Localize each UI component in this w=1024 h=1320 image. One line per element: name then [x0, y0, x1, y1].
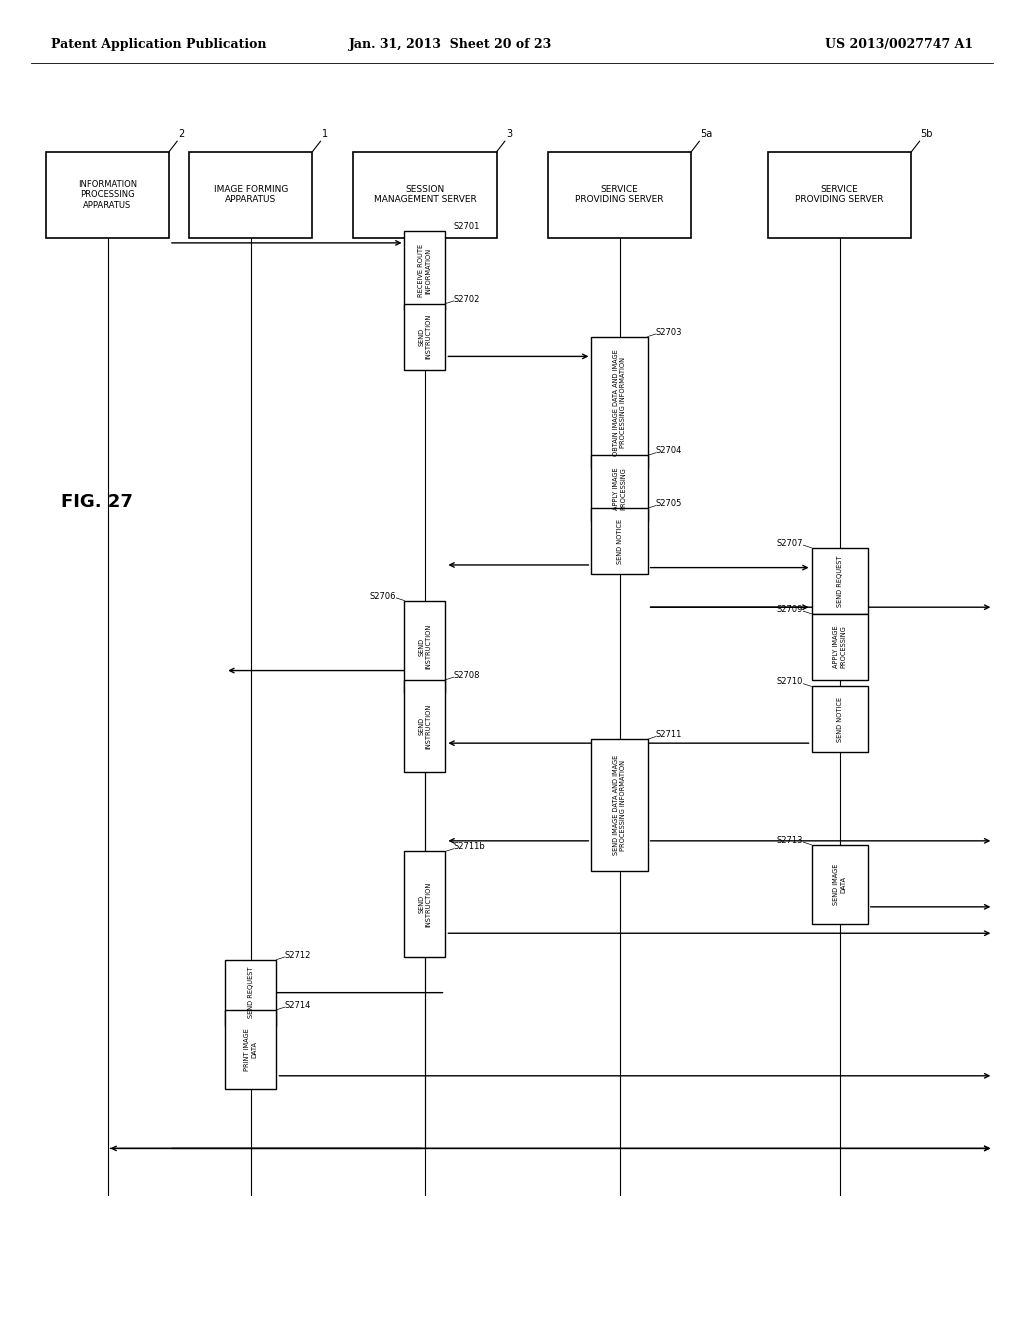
Text: US 2013/0027747 A1: US 2013/0027747 A1 — [824, 38, 973, 51]
Bar — [592, 455, 648, 521]
Bar — [811, 614, 868, 680]
Text: SEND NOTICE: SEND NOTICE — [837, 697, 843, 742]
Text: SEND
INSTRUCTION: SEND INSTRUCTION — [419, 704, 431, 748]
Bar — [189, 152, 312, 238]
Text: S2701: S2701 — [454, 222, 480, 231]
Text: IMAGE FORMING
APPARATUS: IMAGE FORMING APPARATUS — [214, 185, 288, 205]
Bar — [768, 152, 911, 238]
Bar — [404, 851, 445, 957]
Bar — [46, 152, 169, 238]
Text: S2707: S2707 — [777, 539, 803, 548]
Text: 5b: 5b — [921, 128, 933, 139]
Bar — [225, 1010, 276, 1089]
Text: INFORMATION
PROCESSING
APPARATUS: INFORMATION PROCESSING APPARATUS — [78, 180, 137, 210]
Text: 3: 3 — [506, 128, 512, 139]
Text: S2708: S2708 — [454, 671, 480, 680]
Text: RECEIVE ROUTE
INFORMATION: RECEIVE ROUTE INFORMATION — [419, 244, 431, 297]
Bar — [811, 845, 868, 924]
Text: FIG. 27: FIG. 27 — [61, 492, 133, 511]
Text: SEND
INSTRUCTION: SEND INSTRUCTION — [419, 882, 431, 927]
Text: S2705: S2705 — [655, 499, 682, 508]
Text: SEND IMAGE
DATA: SEND IMAGE DATA — [834, 863, 846, 906]
Text: S2713: S2713 — [777, 836, 803, 845]
Text: PRINT IMAGE
DATA: PRINT IMAGE DATA — [245, 1028, 257, 1071]
Text: SERVICE
PROVIDING SERVER: SERVICE PROVIDING SERVER — [575, 185, 664, 205]
Bar — [404, 231, 445, 310]
Text: SESSION
MANAGEMENT SERVER: SESSION MANAGEMENT SERVER — [374, 185, 476, 205]
Text: Patent Application Publication: Patent Application Publication — [51, 38, 266, 51]
Text: 2: 2 — [178, 128, 184, 139]
Bar — [404, 304, 445, 370]
Bar — [811, 686, 868, 752]
Text: S2714: S2714 — [285, 1001, 311, 1010]
Bar — [592, 508, 648, 574]
Text: S2703: S2703 — [655, 327, 682, 337]
Bar — [225, 960, 276, 1026]
Text: APPLY IMAGE
PROCESSING: APPLY IMAGE PROCESSING — [613, 467, 626, 510]
Bar — [404, 680, 445, 772]
Text: S2706: S2706 — [370, 591, 396, 601]
Text: SEND REQUEST: SEND REQUEST — [837, 554, 843, 607]
Text: SEND
INSTRUCTION: SEND INSTRUCTION — [419, 314, 431, 359]
Bar — [592, 739, 648, 871]
Text: 5a: 5a — [700, 128, 713, 139]
Text: S2710: S2710 — [777, 677, 803, 686]
Bar — [404, 601, 445, 693]
Text: S2711: S2711 — [655, 730, 682, 739]
Text: APPLY IMAGE
PROCESSING: APPLY IMAGE PROCESSING — [834, 626, 846, 668]
Bar — [811, 548, 868, 614]
Text: SEND REQUEST: SEND REQUEST — [248, 966, 254, 1019]
Text: SEND NOTICE: SEND NOTICE — [616, 519, 623, 564]
Text: 1: 1 — [322, 128, 328, 139]
Text: SEND
INSTRUCTION: SEND INSTRUCTION — [419, 624, 431, 669]
Bar — [353, 152, 497, 238]
Bar — [592, 337, 648, 469]
Text: Jan. 31, 2013  Sheet 20 of 23: Jan. 31, 2013 Sheet 20 of 23 — [349, 38, 552, 51]
Text: S2712: S2712 — [285, 950, 311, 960]
Text: S2704: S2704 — [655, 446, 682, 455]
Text: S2711b: S2711b — [454, 842, 485, 851]
Bar — [548, 152, 691, 238]
Text: S2702: S2702 — [454, 294, 480, 304]
Text: S2709: S2709 — [777, 605, 803, 614]
Text: OBTAIN IMAGE DATA AND IMAGE
PROCESSING INFORMATION: OBTAIN IMAGE DATA AND IMAGE PROCESSING I… — [613, 350, 626, 455]
Text: SEND IMAGE DATA AND IMAGE
PROCESSING INFORMATION: SEND IMAGE DATA AND IMAGE PROCESSING INF… — [613, 755, 626, 855]
Text: SERVICE
PROVIDING SERVER: SERVICE PROVIDING SERVER — [796, 185, 884, 205]
